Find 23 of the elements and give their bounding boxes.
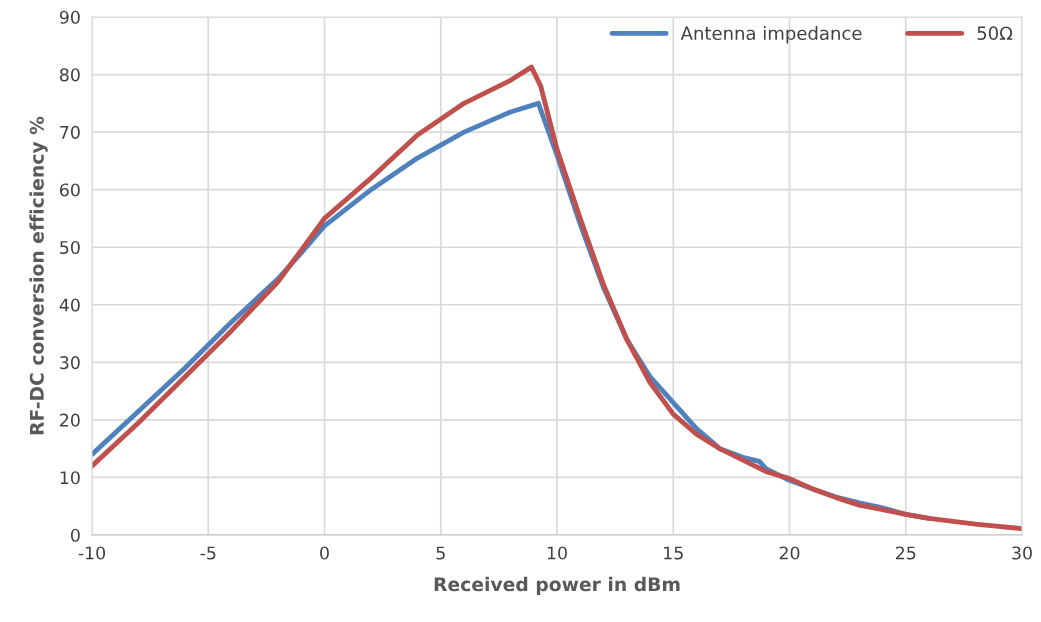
x-tick-label: 25	[895, 546, 916, 560]
x-tick-label: 20	[779, 546, 800, 560]
y-tick-label: 30	[60, 356, 80, 370]
x-axis-title: Received power in dBm	[434, 576, 680, 595]
x-tick-label: 10	[547, 546, 567, 560]
x-tick-label: -5	[200, 546, 216, 560]
y-tick-label: 50	[60, 240, 80, 255]
y-tick-label: 0	[70, 528, 80, 542]
legend-label: Antenna impedance	[680, 26, 862, 44]
y-tick-label: 10	[60, 471, 80, 485]
x-tick-label: 15	[664, 546, 683, 560]
y-tick-label: 80	[59, 68, 80, 82]
x-tick-label: 0	[320, 546, 329, 560]
y-tick-label: 90	[59, 10, 80, 24]
x-tick-label: 30	[1012, 546, 1032, 560]
y-tick-label: 70	[60, 125, 80, 139]
y-tick-label: 40	[59, 298, 80, 312]
x-tick-label: -10	[78, 546, 106, 560]
y-tick-label: 20	[60, 413, 80, 427]
y-axis-title: RF-DC conversion efficiency %	[29, 116, 48, 435]
x-tick-label: 5	[436, 546, 445, 560]
y-tick-label: 60	[60, 183, 80, 197]
legend-label: 50Ω	[977, 26, 1013, 40]
